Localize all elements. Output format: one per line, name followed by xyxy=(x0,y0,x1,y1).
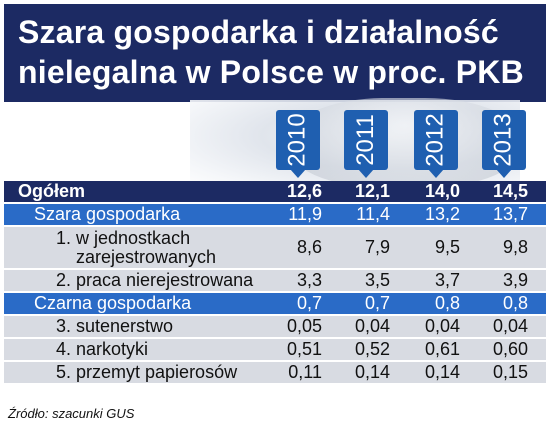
row-label-line-1: 1. w jednostkach xyxy=(56,228,191,248)
year-label: 2010 xyxy=(284,113,312,167)
cell-value: 12,6 xyxy=(286,181,322,201)
cell-value: 12,1 xyxy=(354,181,390,201)
cell-value: 0,60 xyxy=(492,339,528,359)
table-row-unregistered-work: 2. praca nierejestrowana 3,3 3,5 3,7 3,9 xyxy=(4,270,546,293)
cell-value: 0,7 xyxy=(364,293,390,313)
cell-value: 0,8 xyxy=(434,293,460,313)
cell-value: 3,3 xyxy=(296,270,322,290)
cell-value: 14,5 xyxy=(492,181,528,201)
cell-value: 0,04 xyxy=(354,316,390,336)
row-label: 3. sutenerstwo xyxy=(56,316,174,336)
cell-value: 0,14 xyxy=(424,362,460,382)
row-label: 2. praca nierejestrowana xyxy=(56,270,254,290)
title-line-2: nielegalna w Polsce w proc. PKB xyxy=(18,54,524,90)
table-row-registered: 1. w jednostkach zarejestrowanych 8,6 7,… xyxy=(4,227,546,270)
row-label: Szara gospodarka xyxy=(34,204,181,224)
cell-value: 13,2 xyxy=(424,204,460,224)
cell-value: 3,7 xyxy=(434,270,460,290)
cell-value: 0,04 xyxy=(424,316,460,336)
cell-value: 0,8 xyxy=(502,293,528,313)
data-table: Ogółem 12,6 12,1 14,0 14,5 Szara gospoda… xyxy=(4,181,546,385)
table-row-cigarette-smuggling: 5. przemyt papierosów 0,11 0,14 0,14 0,1… xyxy=(4,362,546,385)
cell-value: 0,51 xyxy=(286,339,322,359)
cell-value: 0,61 xyxy=(424,339,460,359)
cell-value: 8,6 xyxy=(296,237,322,257)
cell-value: 13,7 xyxy=(492,204,528,224)
cell-value: 0,7 xyxy=(296,293,322,313)
row-label: 4. narkotyki xyxy=(56,339,149,359)
cell-value: 9,8 xyxy=(502,237,528,257)
year-label: 2013 xyxy=(490,113,518,167)
cell-value: 0,05 xyxy=(286,316,322,336)
year-label: 2011 xyxy=(352,114,380,166)
source-note: Źródło: szacunki GUS xyxy=(8,406,135,421)
table-row-drugs: 4. narkotyki 0,51 0,52 0,61 0,60 xyxy=(4,339,546,362)
title-line-1: Szara gospodarka i działalność xyxy=(18,14,499,50)
chart-title: Szara gospodarka i działalność nielegaln… xyxy=(4,4,546,102)
cell-value: 11,4 xyxy=(356,204,390,224)
cell-value: 7,9 xyxy=(364,237,390,257)
cell-value: 11,9 xyxy=(288,204,322,224)
cell-value: 0,15 xyxy=(492,362,528,382)
table-row-total: Ogółem 12,6 12,1 14,0 14,5 xyxy=(4,181,546,204)
row-label-line-2: zarejestrowanych xyxy=(76,247,217,267)
year-tab-2010: 2010 xyxy=(276,110,320,178)
cell-value: 3,9 xyxy=(502,270,528,290)
row-label: Ogółem xyxy=(18,181,86,201)
cell-value: 0,04 xyxy=(492,316,528,336)
year-tab-2012: 2012 xyxy=(414,110,458,178)
year-label: 2012 xyxy=(422,113,450,167)
cell-value: 3,5 xyxy=(364,270,390,290)
cell-value: 14,0 xyxy=(424,181,460,201)
cell-value: 9,5 xyxy=(434,237,460,257)
row-label: Czarna gospodarka xyxy=(34,293,192,313)
table-row-pimping: 3. sutenerstwo 0,05 0,04 0,04 0,04 xyxy=(4,316,546,339)
cell-value: 0,14 xyxy=(354,362,390,382)
year-tab-2011: 2011 xyxy=(344,110,388,178)
cell-value: 0,11 xyxy=(288,362,322,382)
table-row-grey-economy: Szara gospodarka 11,9 11,4 13,2 13,7 xyxy=(4,204,546,227)
table-row-black-economy: Czarna gospodarka 0,7 0,7 0,8 0,8 xyxy=(4,293,546,316)
row-label: 5. przemyt papierosów xyxy=(56,362,238,382)
year-tab-2013: 2013 xyxy=(482,110,526,178)
cell-value: 0,52 xyxy=(354,339,390,359)
